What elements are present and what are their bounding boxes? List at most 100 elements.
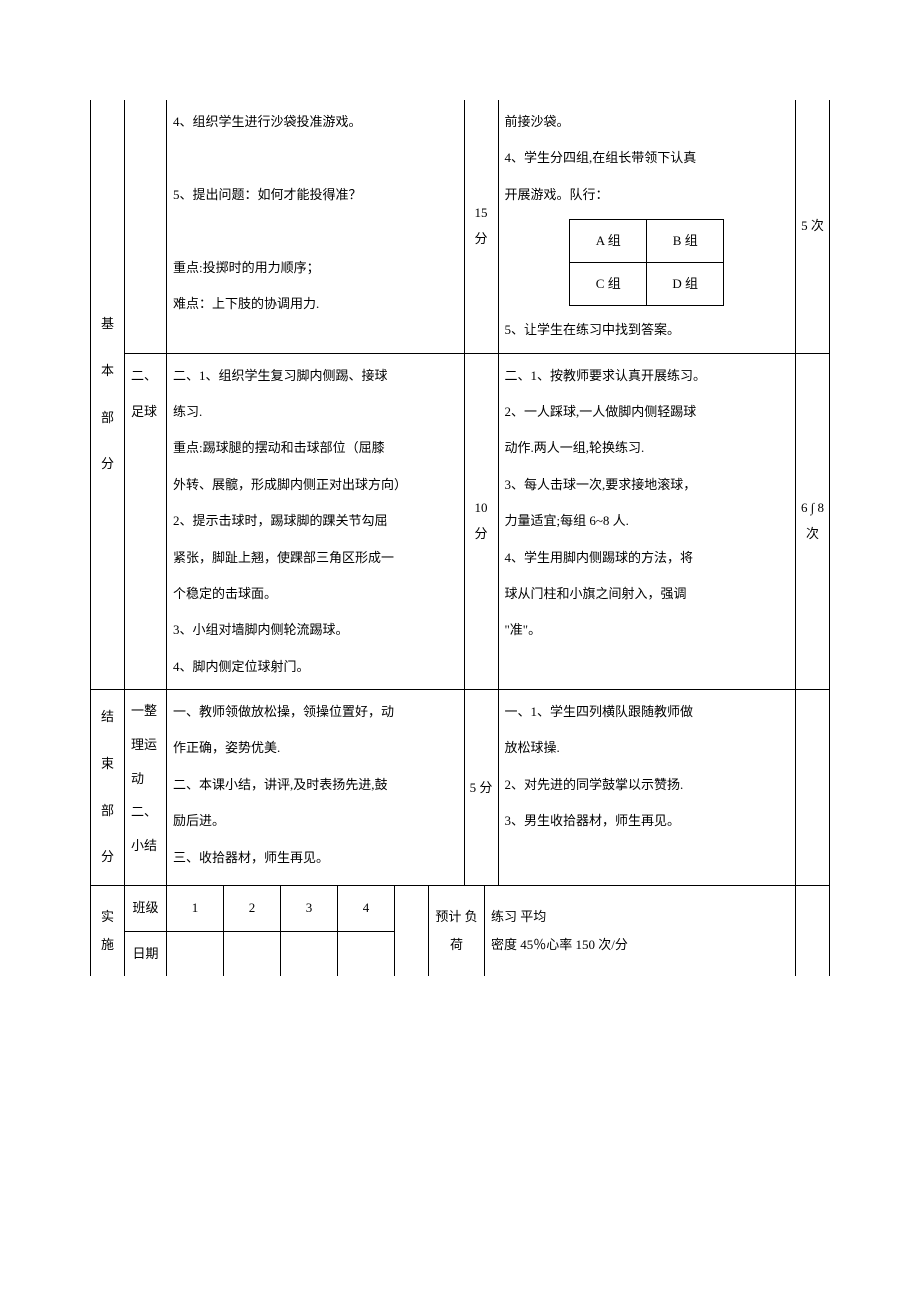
group-cell: C 组 [570,263,647,306]
text-line: 4、学生用脚内侧踢球的方法，将 [505,540,790,576]
teacher-activity-2: 二、1、组织学生复习脚内侧踢、接球 练习. 重点:踢球腿的摆动和击球部位（屈膝 … [167,353,465,690]
text-line: 前接沙袋。 [505,104,790,140]
text-line: 一整理运 [131,694,160,762]
time-text: 5 分 [467,775,496,801]
text-line: 一、教师领做放松操，领操位置好，动 [173,694,458,730]
group-grid: A 组 B 组 C 组 D 组 [569,219,724,306]
group-cell: D 组 [647,263,724,306]
class-num: 4 [338,886,395,931]
text-line: 5、让学生在练习中找到答案。 [505,312,790,348]
text-line: 力量适宜;每组 6~8 人. [505,503,790,539]
text-line: 3、男生收拾器材，师生再见。 [505,803,790,839]
time-text: 10 分 [467,495,496,547]
text-line: 5、提出问题：如何才能投得准？ [173,177,458,213]
text-line: 作正确，姿势优美. [173,730,458,766]
text-line: 动 [131,762,160,796]
label-char: 束 [93,741,122,788]
date-cell [281,931,338,976]
date-cell [338,931,395,976]
basic-row-1: 基 本 部 分 4、组织学生进行沙袋投准游戏。 5、提出问题：如何才能投得准？ … [91,100,830,353]
time-2: 10 分 [464,353,498,690]
reps-text: 5 次 [798,213,827,239]
label-char: 部 [93,395,122,442]
gap-col [395,886,429,976]
student-activity-2: 二、1、按教师要求认真开展练习。 2、一人踩球,一人做脚内侧轻踢球 动作.两人一… [498,353,796,690]
ending-row: 结 束 部 分 一整理运 动 二、小结 一、教师领做放松操，领操位置好，动 作正… [91,690,830,886]
text-line: 二、本课小结，讲评,及时表扬先进,鼓 [173,767,458,803]
text-line [173,140,458,176]
summary-table: 实 施 班级 1 2 3 4 预计 负荷 练习 平均 密度 45％心率 150 … [90,886,830,976]
text-line: 4、学生分四组,在组长带领下认真 [505,140,790,176]
text-line: 二、小结 [131,795,160,863]
forecast-label-text: 预计 负荷 [431,903,482,960]
reps-1: 5 次 [796,100,830,353]
text-line: 放松球操. [505,730,790,766]
text-line: 个稳定的击球面。 [173,576,458,612]
label-char: 施 [93,931,122,960]
impl-label: 实 施 [91,886,125,976]
basic-row-2: 二、足球 二、1、组织学生复习脚内侧踢、接球 练习. 重点:踢球腿的摆动和击球部… [91,353,830,690]
text-line: "准"。 [505,612,790,648]
text-line: 开展游戏。队行： [505,177,790,213]
date-cell [167,931,224,976]
text-line: 重点:踢球腿的摆动和击球部位（屈膝 [173,430,458,466]
forecast-label: 预计 负荷 [429,886,485,976]
basic-row2-content: 二、足球 [125,353,167,690]
lesson-plan-table: 基 本 部 分 4、组织学生进行沙袋投准游戏。 5、提出问题：如何才能投得准？ … [90,100,830,886]
section-label-basic: 基 本 部 分 [91,100,125,690]
text-line: 一、1、学生四列横队跟随教师做 [505,694,790,730]
text-line: 外转、展髋，形成脚内侧正对出球方向） [173,467,458,503]
time-text: 15 分 [467,200,496,252]
reps-2: 6 ∫ 8 次 [796,353,830,690]
text-line: 2、提示击球时，踢球脚的踝关节勾屈 [173,503,458,539]
reps-text: 6 ∫ 8 次 [798,495,827,547]
label-char: 分 [93,834,122,881]
text-line: 4、组织学生进行沙袋投准游戏。 [173,104,458,140]
text-line: 练习. [173,394,458,430]
text-line: 密度 45％心率 150 次/分 [491,931,789,960]
label-char: 分 [93,441,122,488]
label-char: 基 [93,301,122,348]
text-line: 4、脚内侧定位球射门。 [173,649,458,685]
text-line: 动作.两人一组,轮换练习. [505,430,790,466]
summary-row-1: 实 施 班级 1 2 3 4 预计 负荷 练习 平均 密度 45％心率 150 … [91,886,830,931]
content-text: 二、足球 [127,358,164,431]
text-line: 2、对先进的同学鼓掌以示赞扬. [505,767,790,803]
class-label: 班级 [125,886,167,931]
text-line: 二、1、组织学生复习脚内侧踢、接球 [173,358,458,394]
time-ending: 5 分 [464,690,498,886]
text-line: 练习 平均 [491,903,789,932]
text-line: 球从门柱和小旗之间射入，强调 [505,576,790,612]
text-line: 2、一人踩球,一人做脚内侧轻踢球 [505,394,790,430]
label-char: 实 [93,903,122,932]
class-num: 2 [224,886,281,931]
date-label: 日期 [125,931,167,976]
group-cell: B 组 [647,220,724,263]
label-char: 本 [93,348,122,395]
text-line: 励后进。 [173,803,458,839]
teacher-activity-1: 4、组织学生进行沙袋投准游戏。 5、提出问题：如何才能投得准？ 重点:投掷时的用… [167,100,465,353]
class-num: 3 [281,886,338,931]
teacher-activity-ending: 一、教师领做放松操，领操位置好，动 作正确，姿势优美. 二、本课小结，讲评,及时… [167,690,465,886]
reps-ending [796,690,830,886]
time-1: 15 分 [464,100,498,353]
label-char: 结 [93,694,122,741]
class-num: 1 [167,886,224,931]
page: 基 本 部 分 4、组织学生进行沙袋投准游戏。 5、提出问题：如何才能投得准？ … [0,0,920,1036]
student-activity-1: 前接沙袋。 4、学生分四组,在组长带领下认真 开展游戏。队行： A 组 B 组 … [498,100,796,353]
forecast-value: 练习 平均 密度 45％心率 150 次/分 [485,886,796,976]
section-label-ending: 结 束 部 分 [91,690,125,886]
text-line: 难点：上下肢的协调用力. [173,286,458,322]
text-line: 紧张，脚趾上翘，使踝部三角区形成一 [173,540,458,576]
text-line: 3、小组对墙脚内侧轮流踢球。 [173,612,458,648]
ending-content: 一整理运 动 二、小结 [125,690,167,886]
label-char: 部 [93,788,122,835]
basic-row1-content [125,100,167,353]
group-cell: A 组 [570,220,647,263]
text-line: 二、1、按教师要求认真开展练习。 [505,358,790,394]
text-line: 重点:投掷时的用力顺序； [173,250,458,286]
date-cell [224,931,281,976]
student-activity-ending: 一、1、学生四列横队跟随教师做 放松球操. 2、对先进的同学鼓掌以示赞扬. 3、… [498,690,796,886]
text-line: 三、收拾器材，师生再见。 [173,840,458,876]
tail-col [796,886,830,976]
